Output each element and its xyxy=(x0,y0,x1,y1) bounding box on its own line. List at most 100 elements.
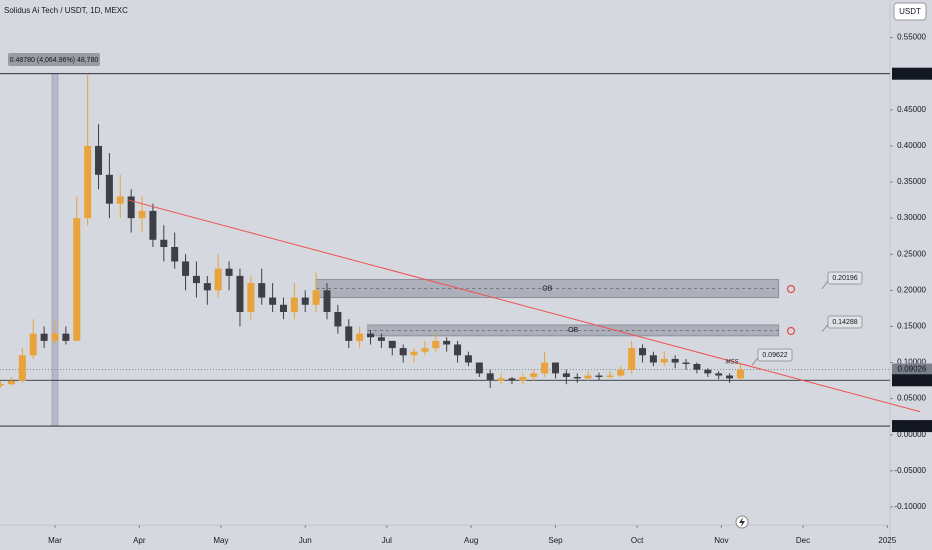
y-tick-label: -0.10000 xyxy=(894,502,926,511)
candle-body xyxy=(649,355,657,363)
chart-title: Solidus Ai Tech / USDT, 1D, MEXC xyxy=(4,6,128,15)
candle-body xyxy=(617,369,625,376)
candle-body xyxy=(551,362,559,374)
candle-body xyxy=(149,210,157,240)
candle-body xyxy=(62,333,70,341)
currency-button[interactable] xyxy=(893,2,927,21)
y-tick-label: 0.05000 xyxy=(897,394,926,403)
candle-body xyxy=(541,362,549,374)
level-label: 0.07542 xyxy=(898,375,927,384)
ob-label: OB xyxy=(568,327,578,334)
mss-label: MSS xyxy=(725,360,738,366)
candle-body xyxy=(40,333,48,341)
candle-body xyxy=(639,348,647,356)
callout-box xyxy=(827,315,863,329)
currency-label[interactable]: USDT xyxy=(899,7,921,16)
y-tick-label: 0.45000 xyxy=(897,105,926,114)
candle-body xyxy=(432,340,440,349)
candle-body xyxy=(312,290,320,305)
candle-body xyxy=(486,373,494,381)
measure-label: 0.48780 (4,064.96%) 48,780 xyxy=(10,57,99,64)
callout-box xyxy=(757,348,793,362)
candle-body xyxy=(7,380,15,385)
candle-body xyxy=(693,363,701,370)
candle-body xyxy=(84,145,92,219)
level-box xyxy=(892,67,932,80)
x-tick-label: Aug xyxy=(464,536,478,545)
candle-body xyxy=(160,239,168,248)
candle-body xyxy=(421,348,429,352)
candle-body xyxy=(377,337,385,341)
candle-body xyxy=(584,375,592,379)
candle-body xyxy=(562,373,570,377)
candle-body xyxy=(95,145,103,175)
candle-body xyxy=(530,373,538,377)
candle-body xyxy=(443,340,451,345)
candle-body xyxy=(279,304,287,312)
y-tick-label: 0.35000 xyxy=(897,177,926,186)
candle-body xyxy=(399,348,407,356)
candle-body xyxy=(225,268,233,276)
callout-label: 0.09622 xyxy=(762,352,787,359)
candle-body xyxy=(258,283,266,298)
x-tick-label: Dec xyxy=(796,536,810,545)
candle-body xyxy=(595,375,603,377)
candle-body xyxy=(367,333,375,338)
candle-body xyxy=(715,373,723,376)
candle-body xyxy=(269,297,277,305)
lightning-icon xyxy=(735,515,749,529)
candle-body xyxy=(138,210,146,219)
x-tick-label: Jul xyxy=(382,536,392,545)
y-tick-label: 0.10000 xyxy=(897,358,926,367)
y-tick-label: 0.40000 xyxy=(897,141,926,150)
candle-body xyxy=(704,369,712,374)
candle-body xyxy=(410,351,418,356)
x-tick-label: Oct xyxy=(631,536,644,545)
x-tick-label: Apr xyxy=(133,536,146,545)
y-tick-label: 0.15000 xyxy=(897,322,926,331)
y-tick-label: -0.05000 xyxy=(894,466,926,475)
ob-label: OB xyxy=(542,285,552,292)
level-label: 0.01200 xyxy=(898,421,927,430)
candle-body xyxy=(388,340,396,349)
y-tick-label: 0.25000 xyxy=(897,249,926,258)
candle-body xyxy=(454,344,462,356)
level-box xyxy=(892,420,932,433)
candle-body xyxy=(682,362,690,364)
candle-body xyxy=(356,333,364,341)
callout-box xyxy=(827,271,863,285)
callout-label: 0.20196 xyxy=(832,275,857,282)
candle-body xyxy=(736,369,744,379)
candle-body xyxy=(497,378,505,381)
candle-body xyxy=(171,247,179,262)
y-tick-label: 0.00000 xyxy=(897,430,926,439)
candle-body xyxy=(475,362,483,374)
candle-body xyxy=(203,283,211,291)
candle-body xyxy=(116,196,124,204)
refresh-icons xyxy=(786,284,796,336)
x-tick-label: Jun xyxy=(299,536,312,545)
level-label: 0.09026 xyxy=(898,365,927,374)
x-tick-label: Mar xyxy=(48,536,62,545)
callout-label: 0.14288 xyxy=(832,319,857,326)
candle-body xyxy=(464,355,472,363)
x-tick-label: Sep xyxy=(548,536,563,545)
trendline xyxy=(128,199,921,413)
candle-body xyxy=(628,348,636,370)
candle-body xyxy=(73,218,81,341)
candle-body xyxy=(301,297,309,305)
candle-body xyxy=(323,290,331,312)
candle-body xyxy=(508,378,516,381)
y-tick-label: 0.30000 xyxy=(897,213,926,222)
y-tick-label: 0.55000 xyxy=(897,33,926,42)
candle-body xyxy=(660,358,668,363)
level-label: 0.50000 xyxy=(898,69,927,78)
candle-body xyxy=(247,283,255,312)
candle-body xyxy=(51,333,59,341)
x-tick-label: 2025 xyxy=(878,536,896,545)
measure-box xyxy=(8,53,100,66)
x-tick-label: May xyxy=(213,536,228,545)
candle-body xyxy=(0,384,5,386)
